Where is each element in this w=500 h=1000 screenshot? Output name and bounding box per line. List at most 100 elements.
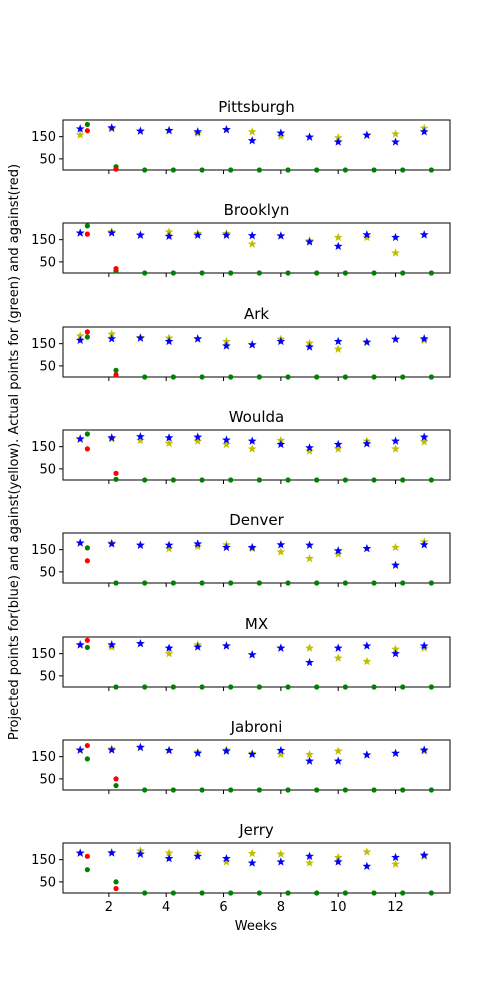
actual-for-point [400,787,406,793]
projected-for-point [107,123,117,132]
projected-for-point [333,643,343,652]
projected-for-point [75,538,85,547]
projected-against-point [276,749,286,759]
projected-against-point [362,232,372,242]
actual-for-point [256,580,262,586]
actual-for-point [285,580,291,586]
y-tick-label: 50 [39,255,56,270]
actual-for-point [142,787,148,793]
projected-against-point [222,857,231,866]
projected-for-point [247,340,257,349]
projected-for-point [276,128,286,137]
projected-for-point [333,439,343,449]
projected-for-point [419,540,429,549]
projected-for-point [305,342,314,351]
projected-for-point [222,641,231,650]
projected-for-point [305,132,314,141]
actual-for-point [84,334,90,340]
projected-for-point [419,641,429,650]
projected-against-point [247,848,257,858]
actual-for-point [285,167,291,173]
projected-against-point [333,852,343,862]
panel-title: Pittsburgh [218,98,294,116]
projected-against-point [362,656,372,666]
projected-against-point [193,541,203,551]
actual-for-point [142,477,148,483]
actual-for-point [84,756,90,762]
actual-for-point [342,890,348,896]
actual-for-point [84,223,90,229]
projected-for-point [419,745,429,754]
projected-against-point [333,344,343,353]
projected-for-point [222,124,231,134]
projected-against-point [164,227,174,236]
actual-for-point [170,890,176,896]
projected-for-point [391,137,400,146]
actual-against-point [113,166,119,172]
projected-against-point [276,547,286,556]
axes-frame [62,842,451,894]
y-tick-label: 50 [39,772,56,787]
projected-for-point [136,126,145,135]
projected-for-point [391,748,400,758]
projected-for-point [362,543,372,553]
projected-for-point [75,434,85,443]
y-tick-label: 150 [31,440,56,455]
projected-for-point [247,231,257,240]
projected-against-point [391,444,400,453]
actual-against-point [84,742,90,749]
actual-for-point [256,270,262,276]
axes-frame [62,326,451,378]
actual-for-point [199,580,205,586]
projected-for-point [362,230,372,239]
panel-jerry: Jerry 50 150 2 4 6 8 10 12 [31,821,451,915]
actual-for-point [170,167,176,173]
projected-against-point [276,849,286,858]
projected-for-point [391,334,400,343]
axes-frame [62,119,451,171]
actual-against-point [84,128,90,134]
actual-for-point [170,580,176,586]
projected-for-point [362,641,372,650]
actual-for-point [113,684,119,690]
actual-for-point [342,684,348,690]
projected-for-point [333,756,343,765]
projected-for-point [107,539,117,548]
y-tick-label: 50 [39,359,56,374]
actual-for-point [314,787,320,793]
actual-for-point [199,374,205,380]
actual-for-point [199,270,205,276]
projected-for-point [75,124,85,133]
panel-title: Woulda [229,408,285,426]
y-tick-label: 150 [31,647,56,662]
actual-for-point [342,580,348,586]
projected-for-point [333,336,343,346]
actual-for-point [314,374,320,380]
actual-against-point [113,265,119,272]
actual-against-point [84,558,90,564]
actual-for-point [170,684,176,690]
projected-for-point [75,335,85,345]
actual-for-point [199,684,205,690]
actual-against-point [113,776,119,782]
actual-for-point [314,167,320,173]
actual-for-point [170,477,176,483]
actual-for-point [170,270,176,276]
actual-for-point [228,374,234,380]
projected-against-point [164,649,174,658]
panel-ark: Ark 50 150 [31,305,451,381]
panel-title: Jerry [238,821,274,839]
projected-for-point [193,334,203,343]
actual-for-point [113,879,119,885]
actual-for-point [428,477,434,483]
actual-for-point [400,374,406,380]
actual-for-point [400,580,406,586]
actual-for-point [314,684,320,690]
projected-against-point [391,859,400,868]
projected-for-point [164,643,174,652]
y-tick-label: 50 [39,875,56,890]
projected-for-point [193,230,203,239]
actual-for-point [142,374,148,380]
projected-for-point [276,231,286,240]
